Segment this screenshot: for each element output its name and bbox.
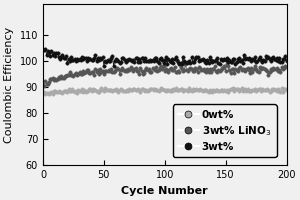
3wt% [42, 49, 46, 52]
3wt% [285, 59, 288, 62]
3wt% LiNO$_3$ [107, 69, 110, 71]
0wt% [108, 89, 112, 91]
0wt% [89, 87, 92, 90]
0wt% [285, 89, 288, 91]
0wt% [159, 87, 163, 89]
3wt% [58, 58, 62, 60]
0wt% [51, 93, 55, 95]
3wt% [53, 54, 57, 57]
3wt% LiNO$_3$ [274, 68, 278, 70]
0wt% [58, 91, 62, 93]
X-axis label: Cycle Number: Cycle Number [122, 186, 208, 196]
Line: 3wt%: 3wt% [42, 48, 288, 67]
3wt% [112, 65, 116, 67]
3wt% LiNO$_3$ [265, 70, 269, 72]
3wt% [275, 57, 279, 59]
3wt% LiNO$_3$ [184, 63, 187, 65]
3wt% [44, 48, 47, 51]
3wt% LiNO$_3$ [42, 85, 46, 87]
3wt% LiNO$_3$ [57, 75, 61, 78]
3wt% [89, 57, 92, 60]
0wt% [53, 90, 57, 93]
Legend: 0wt%, 3wt% LiNO$_3$, 3wt%: 0wt%, 3wt% LiNO$_3$, 3wt% [172, 104, 277, 157]
Line: 0wt%: 0wt% [42, 86, 288, 96]
0wt% [42, 91, 46, 93]
3wt% LiNO$_3$ [285, 66, 288, 68]
Y-axis label: Coulombic Efficiency: Coulombic Efficiency [4, 27, 14, 143]
0wt% [266, 89, 270, 91]
Line: 3wt% LiNO$_3$: 3wt% LiNO$_3$ [42, 62, 288, 88]
0wt% [275, 89, 279, 92]
3wt% LiNO$_3$ [52, 79, 56, 81]
3wt% [108, 60, 112, 62]
3wt% [266, 56, 270, 59]
3wt% LiNO$_3$ [87, 72, 91, 74]
